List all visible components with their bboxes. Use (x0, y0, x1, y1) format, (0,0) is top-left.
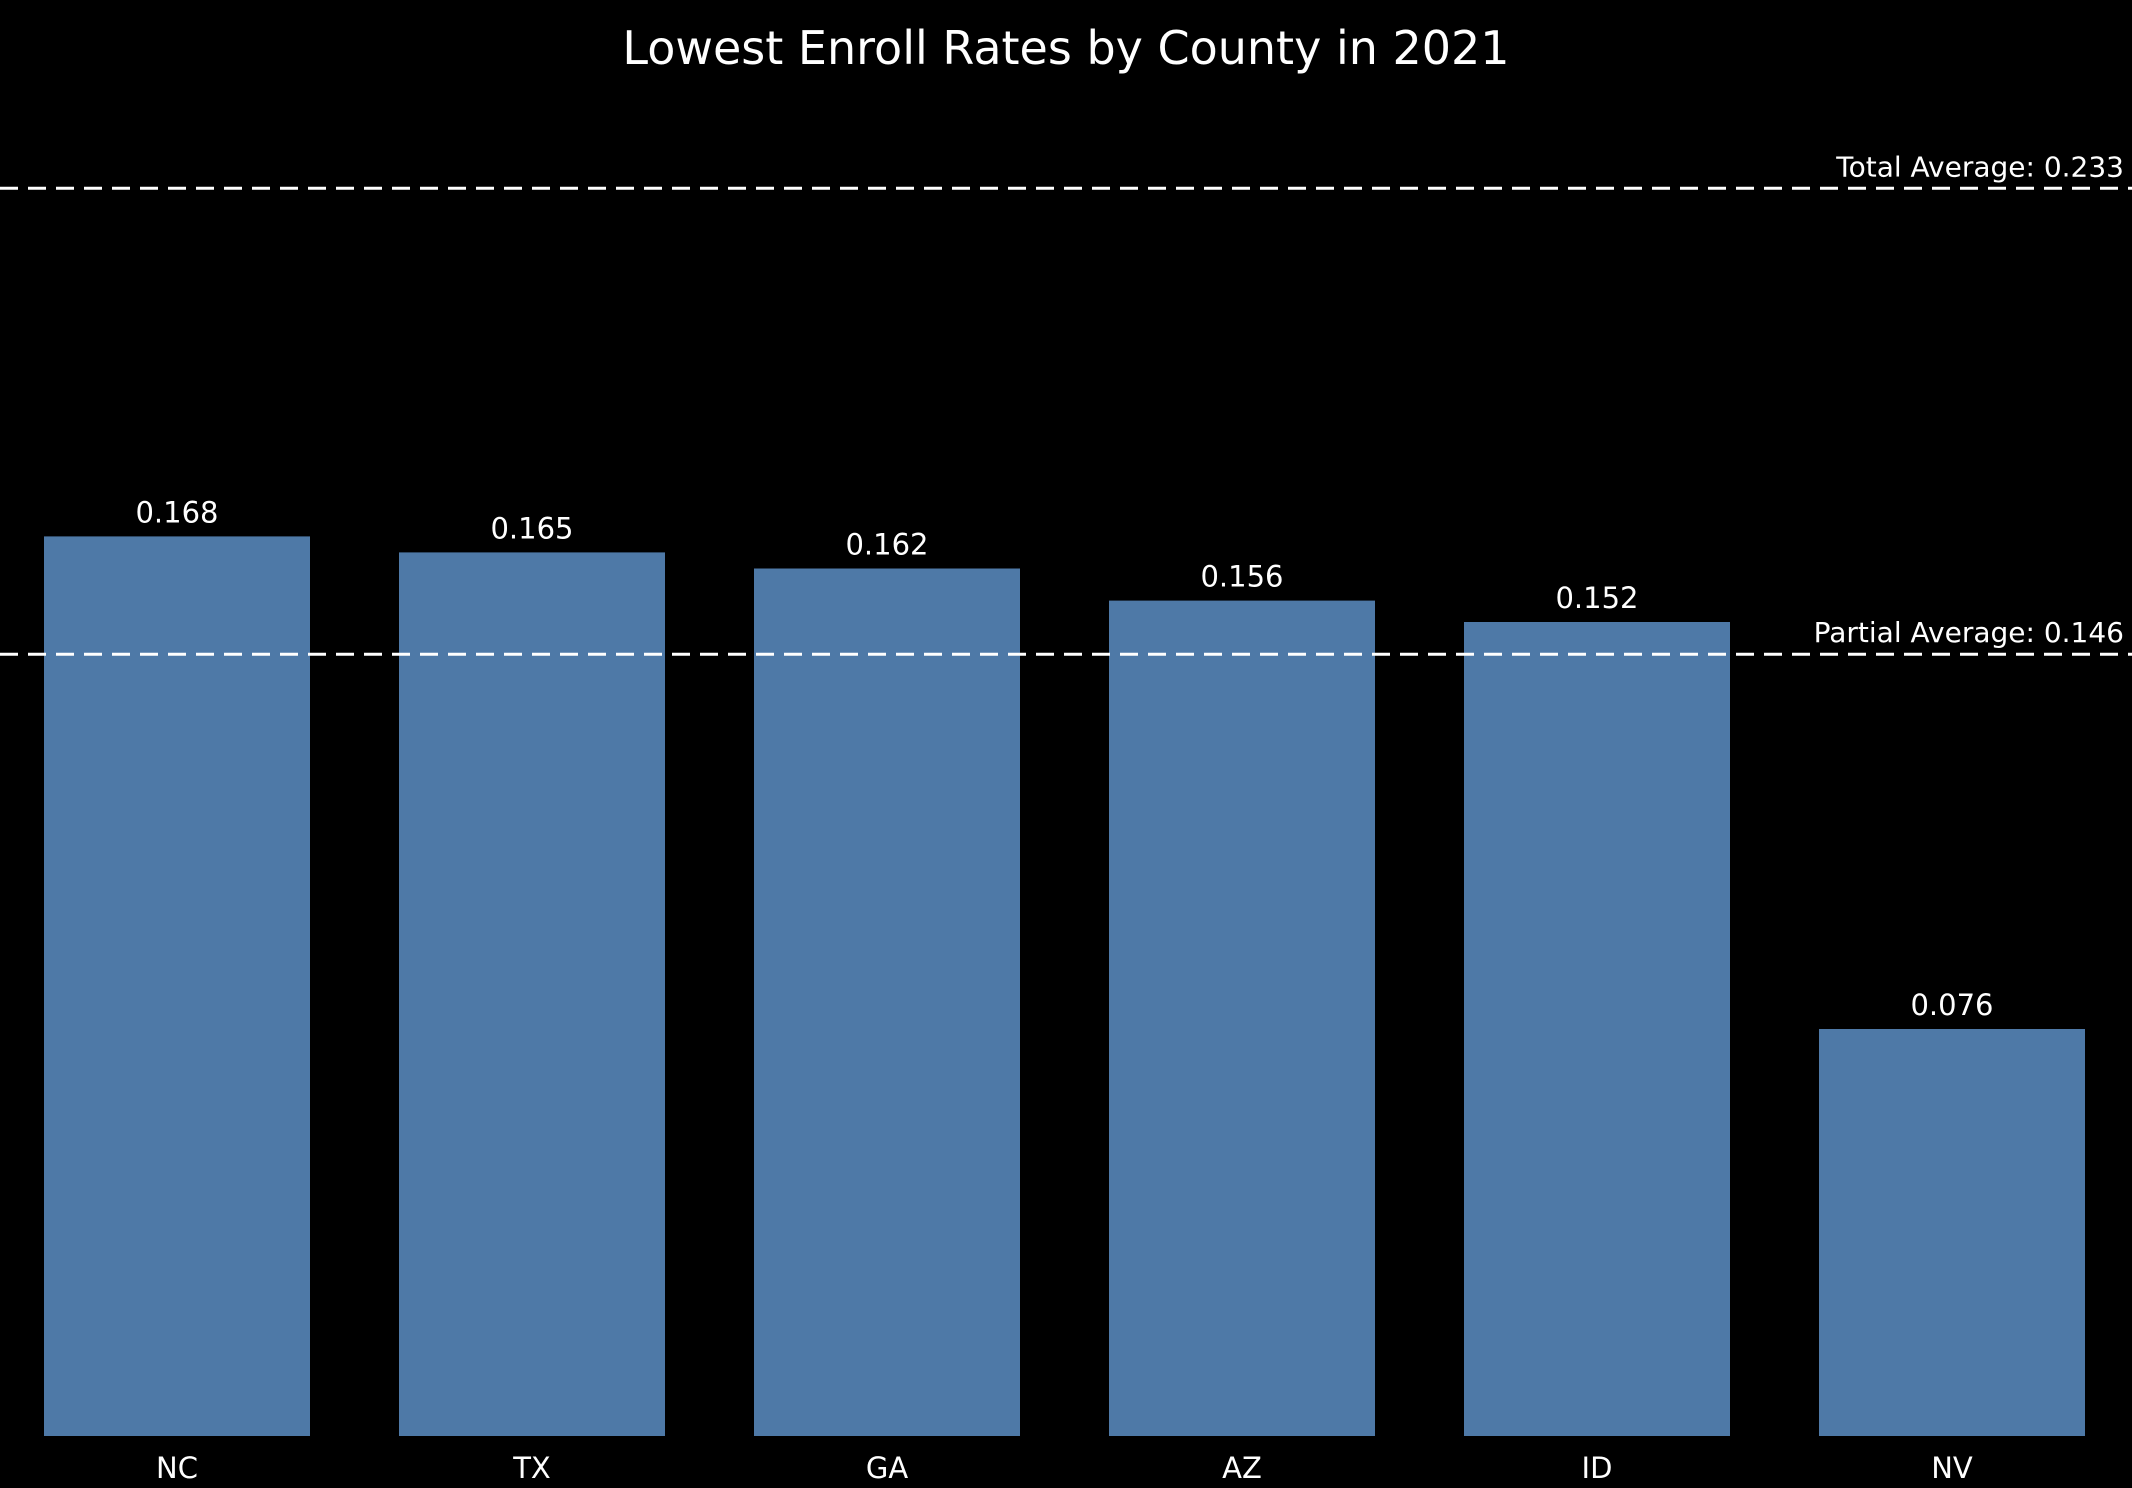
bar-az[interactable] (1109, 600, 1375, 1436)
bar-ga[interactable] (754, 568, 1020, 1437)
bars-layer (44, 536, 2085, 1436)
value-label-nv: 0.076 (1910, 988, 1993, 1022)
x-tick-label-id: ID (1582, 1451, 1613, 1485)
reference-line-label-2: Partial Average: 0.146 (1814, 616, 2124, 649)
value-label-tx: 0.165 (490, 511, 573, 545)
x-tick-label-tx: TX (512, 1451, 551, 1485)
bar-id[interactable] (1464, 622, 1730, 1436)
value-label-id: 0.152 (1555, 581, 1638, 615)
bar-nc[interactable] (44, 536, 310, 1436)
x-tick-label-ga: GA (866, 1451, 908, 1485)
x-tick-label-nc: NC (156, 1451, 198, 1485)
x-tick-label-az: AZ (1222, 1451, 1262, 1485)
value-label-az: 0.156 (1200, 560, 1283, 594)
labels-layer: 0.168 NC 0.165 TX 0.162 GA 0.156 AZ 0.152 ID 0.076… (135, 495, 1993, 1485)
bar-nv[interactable] (1819, 1029, 2085, 1436)
reference-line-label-1: Total Average: 0.233 (1835, 150, 2124, 183)
bar-tx[interactable] (399, 552, 665, 1436)
reference-lines-layer: Total Average: 0.233 Partial Average: 0.1… (0, 150, 2132, 656)
chart-title: Lowest Enroll Rates by County in 2021 (622, 21, 1510, 75)
value-label-ga: 0.162 (845, 528, 928, 562)
x-tick-label-nv: NV (1931, 1451, 1973, 1485)
value-label-nc: 0.168 (135, 495, 218, 529)
